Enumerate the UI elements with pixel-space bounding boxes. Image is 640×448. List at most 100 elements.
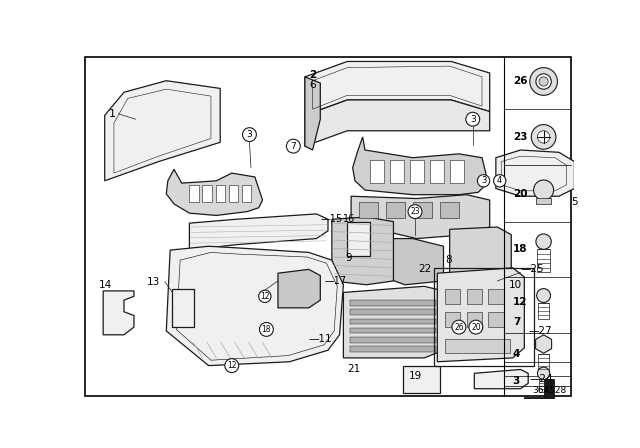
Circle shape bbox=[536, 74, 551, 89]
Circle shape bbox=[225, 359, 239, 373]
Polygon shape bbox=[450, 227, 511, 285]
Polygon shape bbox=[305, 77, 320, 150]
Bar bbox=[349, 328, 436, 333]
Bar bbox=[371, 160, 384, 183]
Text: 26: 26 bbox=[454, 323, 464, 332]
Text: 8: 8 bbox=[445, 255, 452, 265]
Circle shape bbox=[536, 234, 551, 250]
Text: 16: 16 bbox=[344, 214, 356, 224]
Text: 4: 4 bbox=[497, 177, 502, 185]
Polygon shape bbox=[536, 335, 552, 353]
Bar bbox=[403, 366, 440, 392]
Polygon shape bbox=[103, 291, 134, 335]
Text: —25: —25 bbox=[520, 264, 544, 274]
Bar bbox=[228, 185, 238, 202]
Text: —17: —17 bbox=[324, 276, 346, 286]
Text: —11: —11 bbox=[308, 334, 332, 344]
Polygon shape bbox=[105, 81, 220, 181]
Text: —15: —15 bbox=[320, 214, 342, 224]
Text: 13: 13 bbox=[147, 277, 160, 287]
Circle shape bbox=[469, 320, 483, 334]
Text: 364528: 364528 bbox=[532, 386, 566, 395]
Bar bbox=[538, 354, 549, 373]
Text: 14: 14 bbox=[99, 280, 112, 290]
Bar bbox=[431, 160, 444, 183]
Text: 4: 4 bbox=[513, 349, 520, 359]
Circle shape bbox=[452, 320, 466, 334]
Text: 20: 20 bbox=[513, 189, 527, 199]
Bar bbox=[445, 289, 460, 304]
Polygon shape bbox=[474, 370, 528, 389]
Text: 2: 2 bbox=[308, 70, 316, 80]
Bar bbox=[386, 202, 405, 218]
Text: —24: —24 bbox=[530, 374, 554, 383]
Bar bbox=[467, 312, 482, 327]
Polygon shape bbox=[332, 217, 394, 285]
Bar bbox=[242, 185, 251, 202]
Circle shape bbox=[259, 290, 271, 302]
Text: 6: 6 bbox=[308, 80, 316, 90]
Polygon shape bbox=[305, 100, 490, 146]
Bar bbox=[216, 185, 225, 202]
Text: 12: 12 bbox=[513, 297, 527, 307]
Circle shape bbox=[243, 128, 257, 142]
Circle shape bbox=[534, 180, 554, 200]
Text: 21: 21 bbox=[348, 365, 360, 375]
Circle shape bbox=[287, 139, 300, 153]
Polygon shape bbox=[353, 137, 486, 195]
Bar bbox=[349, 337, 436, 343]
Bar bbox=[539, 379, 548, 392]
Bar bbox=[538, 303, 549, 319]
Bar bbox=[390, 160, 404, 183]
Text: 22: 22 bbox=[419, 264, 432, 274]
Text: 26: 26 bbox=[513, 77, 527, 86]
Bar bbox=[451, 160, 464, 183]
Bar bbox=[189, 185, 198, 202]
Polygon shape bbox=[278, 269, 320, 308]
Polygon shape bbox=[344, 286, 444, 358]
Polygon shape bbox=[351, 195, 490, 238]
Bar bbox=[488, 289, 504, 304]
Polygon shape bbox=[524, 379, 554, 406]
Text: 18: 18 bbox=[513, 244, 527, 254]
Circle shape bbox=[259, 323, 273, 336]
Circle shape bbox=[477, 175, 490, 187]
Polygon shape bbox=[437, 268, 524, 362]
Bar bbox=[488, 312, 504, 327]
Bar bbox=[445, 312, 460, 327]
Text: 7: 7 bbox=[291, 142, 296, 151]
Bar bbox=[349, 346, 436, 352]
Text: 10: 10 bbox=[509, 280, 522, 290]
Bar bbox=[202, 185, 212, 202]
Polygon shape bbox=[372, 238, 444, 285]
Text: 5: 5 bbox=[572, 197, 578, 207]
Circle shape bbox=[531, 125, 556, 149]
Text: 23: 23 bbox=[410, 207, 420, 216]
Polygon shape bbox=[189, 214, 328, 250]
Bar bbox=[349, 310, 436, 315]
Bar bbox=[538, 250, 550, 272]
Polygon shape bbox=[496, 150, 575, 196]
Bar bbox=[349, 300, 436, 306]
Bar bbox=[349, 319, 436, 324]
Bar bbox=[348, 222, 371, 256]
Bar bbox=[440, 202, 459, 218]
Circle shape bbox=[466, 112, 480, 126]
Circle shape bbox=[493, 175, 506, 187]
Bar bbox=[445, 339, 511, 353]
Text: 9: 9 bbox=[345, 253, 351, 263]
Bar bbox=[410, 160, 424, 183]
Text: 3: 3 bbox=[246, 130, 252, 139]
Bar bbox=[467, 289, 482, 304]
Bar bbox=[413, 202, 432, 218]
Text: —27: —27 bbox=[528, 326, 552, 336]
Text: 12: 12 bbox=[260, 292, 269, 301]
Text: 19: 19 bbox=[409, 370, 422, 381]
Text: 12: 12 bbox=[227, 361, 237, 370]
Circle shape bbox=[539, 77, 548, 86]
Text: 1: 1 bbox=[109, 109, 116, 119]
Text: 18: 18 bbox=[262, 325, 271, 334]
Text: 3: 3 bbox=[481, 177, 486, 185]
Text: 7: 7 bbox=[513, 317, 520, 327]
Bar bbox=[435, 268, 534, 366]
